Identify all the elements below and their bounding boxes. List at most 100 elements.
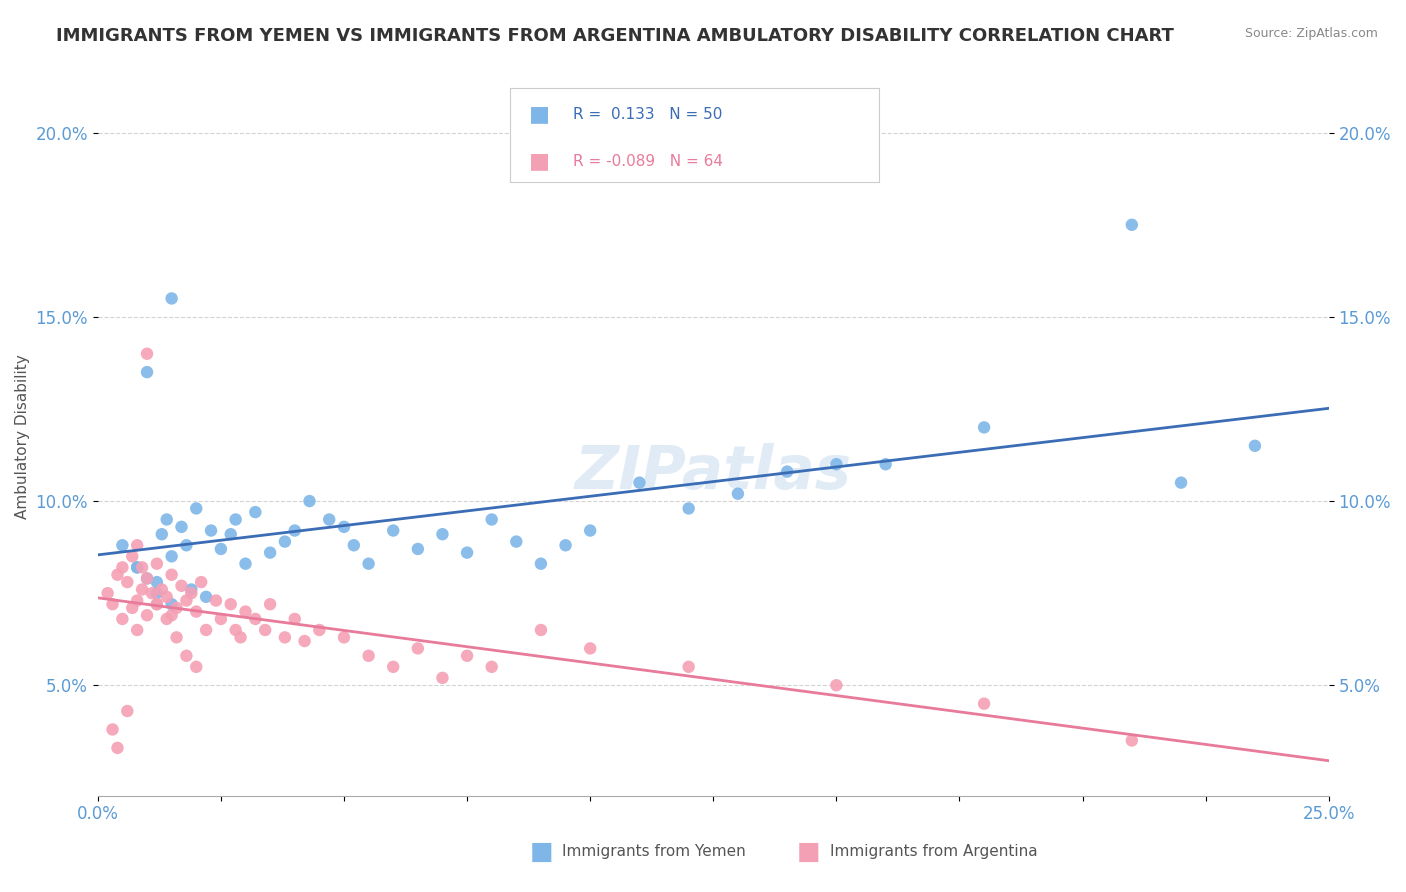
Point (160, 549, 183, 564)
Point (166, 631, 188, 645)
Point (259, 597, 281, 611)
Point (195, 623, 218, 637)
Point (219, 527, 242, 541)
Point (229, 631, 252, 645)
Point (294, 634, 316, 648)
Point (825, 457, 848, 471)
Point (190, 575, 212, 590)
Point (235, 605, 257, 619)
Point (678, 501, 700, 516)
Point (146, 597, 169, 611)
Point (127, 593, 149, 607)
Point (1121, 218, 1143, 232)
Point (146, 586, 169, 600)
Point (225, 512, 247, 526)
Point (825, 678, 848, 692)
Point (554, 538, 576, 552)
Point (111, 560, 134, 574)
Point (298, 494, 321, 508)
Point (205, 593, 228, 607)
Point (284, 524, 307, 538)
Point (136, 571, 159, 585)
Point (209, 541, 232, 556)
Point (195, 590, 218, 604)
Point (505, 534, 527, 549)
Point (1244, 439, 1267, 453)
Point (166, 600, 188, 615)
Point (176, 648, 198, 663)
Point (432, 671, 454, 685)
Text: IMMIGRANTS FROM YEMEN VS IMMIGRANTS FROM ARGENTINA AMBULATORY DISABILITY CORRELA: IMMIGRANTS FROM YEMEN VS IMMIGRANTS FROM… (56, 27, 1174, 45)
Point (170, 520, 193, 534)
Point (284, 612, 307, 626)
Text: ■: ■ (797, 840, 820, 863)
Point (160, 597, 183, 611)
Point (481, 660, 503, 674)
Point (406, 641, 429, 656)
Point (579, 524, 602, 538)
Point (176, 593, 198, 607)
Point (1121, 733, 1143, 747)
Point (156, 590, 179, 604)
Point (107, 567, 129, 582)
Point (180, 582, 202, 597)
Point (97, 586, 120, 600)
Y-axis label: Ambulatory Disability: Ambulatory Disability (15, 354, 30, 519)
Point (628, 475, 651, 490)
Text: ZIPatlas: ZIPatlas (575, 443, 852, 502)
Point (579, 641, 602, 656)
Point (180, 586, 202, 600)
Point (235, 557, 257, 571)
Point (209, 612, 232, 626)
Point (333, 520, 356, 534)
Point (308, 623, 330, 637)
Point (219, 597, 242, 611)
Point (456, 648, 478, 663)
Point (101, 723, 124, 737)
Point (156, 612, 179, 626)
Point (186, 660, 208, 674)
Point (530, 557, 553, 571)
Point (156, 512, 179, 526)
Point (333, 631, 356, 645)
Point (136, 347, 159, 361)
Point (259, 546, 281, 560)
Point (146, 597, 169, 611)
Point (245, 612, 267, 626)
Point (121, 549, 143, 564)
Point (150, 582, 173, 597)
Point (875, 457, 897, 471)
Point (111, 612, 134, 626)
Point (160, 567, 183, 582)
Point (318, 512, 340, 526)
Point (117, 704, 139, 718)
Point (131, 582, 153, 597)
Point (127, 560, 149, 574)
Text: ■: ■ (530, 840, 553, 863)
Point (111, 538, 134, 552)
Point (186, 605, 208, 619)
Point (101, 597, 124, 611)
Point (117, 575, 139, 590)
Point (678, 660, 700, 674)
Point (357, 648, 380, 663)
Point (382, 660, 405, 674)
Point (200, 524, 222, 538)
Text: Source: ZipAtlas.com: Source: ZipAtlas.com (1244, 27, 1378, 40)
Point (127, 623, 149, 637)
Point (456, 546, 478, 560)
Point (136, 365, 159, 379)
Point (136, 608, 159, 623)
Point (146, 557, 169, 571)
Point (973, 420, 995, 434)
Point (127, 560, 149, 574)
Point (146, 575, 169, 590)
Point (225, 623, 247, 637)
Point (170, 579, 193, 593)
Point (150, 527, 173, 541)
Point (107, 740, 129, 755)
Point (127, 538, 149, 552)
Point (254, 623, 277, 637)
Point (131, 560, 153, 574)
Point (136, 571, 159, 585)
